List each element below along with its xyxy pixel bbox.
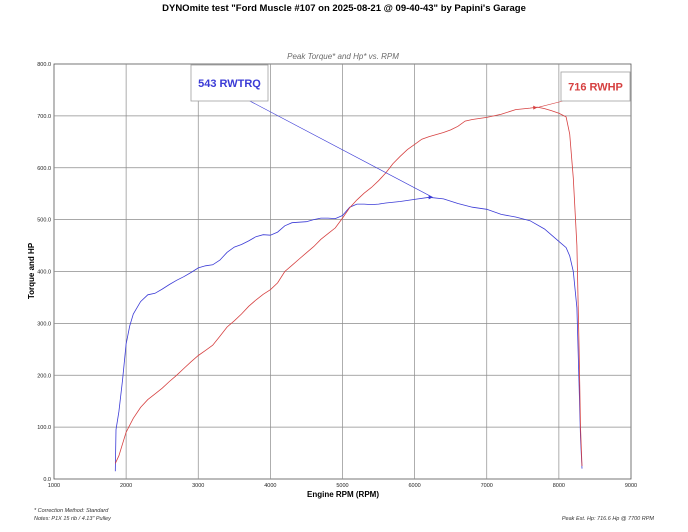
grid-lines <box>54 64 631 479</box>
y-tick-label: 100.0 <box>37 425 51 431</box>
correction-note: * Correction Method: Standard <box>34 508 109 514</box>
page-title: DYNOmite test "Ford Muscle #107 on 2025-… <box>162 3 526 14</box>
x-tick-label: 1000 <box>48 483 60 489</box>
x-tick-label: 6000 <box>409 483 421 489</box>
y-tick-label: 800.0 <box>37 62 51 68</box>
callout-leader <box>537 100 564 108</box>
y-tick-label: 0.0 <box>43 477 51 483</box>
x-tick-label: 5000 <box>336 483 348 489</box>
callout-arrow-icon <box>533 105 538 110</box>
y-tick-label: 500.0 <box>37 218 51 224</box>
chart-title: Peak Torque* and Hp* vs. RPM <box>287 52 399 61</box>
y-tick-label: 200.0 <box>37 373 51 379</box>
callout-label: 543 RWTRQ <box>198 78 261 90</box>
x-tick-label: 7000 <box>481 483 493 489</box>
y-tick-label: 400.0 <box>37 270 51 276</box>
callout-box <box>560 71 631 102</box>
callout-box <box>190 64 269 102</box>
series-line-torque <box>114 196 583 472</box>
x-tick-label: 8000 <box>553 483 565 489</box>
callout-leader <box>245 98 433 198</box>
x-axis-label: Engine RPM (RPM) <box>307 490 379 499</box>
series-lines <box>114 106 583 472</box>
x-tick-label: 3000 <box>192 483 204 489</box>
callout-label: 716 RWHP <box>568 82 623 94</box>
y-tick-label: 300.0 <box>37 321 51 327</box>
axis-ticks: 1000 2000 3000 4000 5000 6000 7000 8000 9000 0.0 1… <box>37 62 637 489</box>
peak-estimate: Peak Est. Hp: 716.6 Hp @ 7700 RPM <box>561 516 654 522</box>
callout-arrow-icon <box>428 195 433 200</box>
callouts: 543 RWTRQ 716 RWHP <box>190 64 631 200</box>
y-axis-label: Torque and HP <box>27 242 36 299</box>
y-tick-label: 700.0 <box>37 114 51 120</box>
x-tick-label: 9000 <box>625 483 637 489</box>
notes: Notes: P1X 15 rib / 4.13" Pulley <box>34 516 111 522</box>
x-tick-label: 2000 <box>120 483 132 489</box>
x-tick-label: 4000 <box>264 483 276 489</box>
y-tick-label: 600.0 <box>37 166 51 172</box>
series-line-hp <box>114 106 583 467</box>
